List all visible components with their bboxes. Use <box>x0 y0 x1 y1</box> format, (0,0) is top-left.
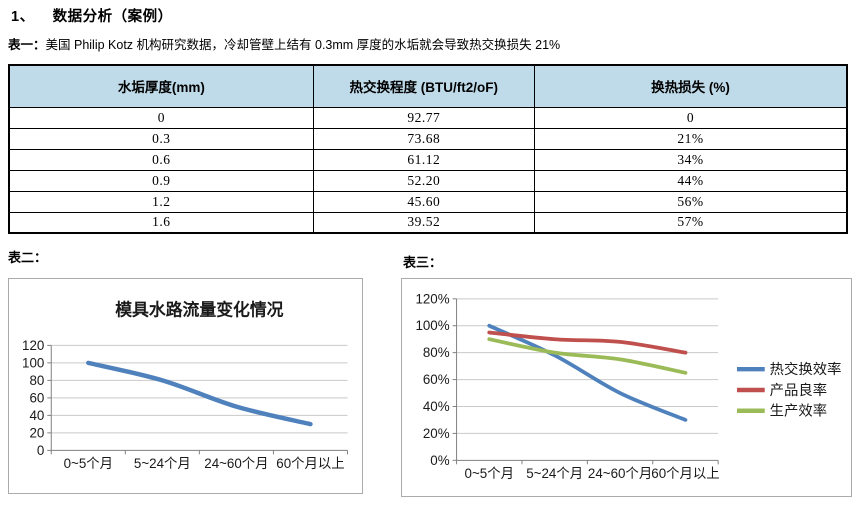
chart-title: 模具水路流量变化情况 <box>115 300 283 320</box>
x-tick-label: 24~60个月 <box>588 466 652 481</box>
scale-loss-table: 水垢厚度(mm) 热交换程度 (BTU/ft2/oF) 换热损失 (%) 0 92… <box>8 64 848 234</box>
y-tick-label: 120% <box>415 291 449 306</box>
y-tick-label: 20 <box>29 425 44 440</box>
table-row: 0 92.77 0 <box>8 106 848 129</box>
table-cell: 0 <box>533 106 848 129</box>
table-cell: 1.2 <box>8 190 314 213</box>
x-tick-label: 24~60个月 <box>204 456 268 471</box>
table1-caption-text: 美国 Philip Kotz 机构研究数据，冷却管壁上结有 0.3mm 厚度的水… <box>45 38 561 52</box>
chart2-label: 表二： <box>8 250 48 265</box>
table-cell: 44% <box>533 169 848 192</box>
table-cell: 57% <box>533 211 848 234</box>
series-line <box>86 360 313 427</box>
table-cell: 61.12 <box>312 148 535 171</box>
table-cell: 39.52 <box>312 211 535 234</box>
col-header-heat-loss: 换热损失 (%) <box>533 64 848 108</box>
table-cell: 0.6 <box>8 148 314 171</box>
y-tick-label: 100% <box>415 318 449 333</box>
col-header-thickness: 水垢厚度(mm) <box>8 64 314 108</box>
col-header-heat-exchange: 热交换程度 (BTU/ft2/oF) <box>312 64 535 108</box>
y-tick-label: 0 <box>37 443 44 458</box>
table-cell: 73.68 <box>312 127 535 150</box>
table-cell: 34% <box>533 148 848 171</box>
table1-caption: 表一：美国 Philip Kotz 机构研究数据，冷却管壁上结有 0.3mm 厚… <box>8 34 560 53</box>
series-line <box>487 337 688 375</box>
table-cell: 0.3 <box>8 127 314 150</box>
table-cell: 56% <box>533 190 848 213</box>
table1-label: 表一： <box>8 38 46 52</box>
table-cell: 21% <box>533 127 848 150</box>
x-tick-label: 60个月以上 <box>276 456 344 471</box>
y-tick-label: 80 <box>29 373 44 388</box>
efficiency-chart: 0% 20% 40% 60% 80% 100% 120% 0~5个月 5~24个月 24~60个月… <box>401 278 852 497</box>
table-row: 1.2 45.60 56% <box>8 190 848 213</box>
table-row: 0.3 73.68 21% <box>8 127 848 150</box>
table-header-row: 水垢厚度(mm) 热交换程度 (BTU/ft2/oF) 换热损失 (%) <box>8 64 848 108</box>
scale-table-body: 0 92.77 0 0.3 73.68 21% 0.6 61.12 34% 0.9 52.20 44%… <box>8 106 848 234</box>
table-cell: 1.6 <box>8 211 314 234</box>
x-tick-label: 0~5个月 <box>465 466 514 481</box>
x-tick-label: 0~5个月 <box>64 456 113 471</box>
table-row: 0.9 52.20 44% <box>8 169 848 192</box>
table-row: 0.6 61.12 34% <box>8 148 848 171</box>
chart3-label: 表三： <box>403 255 443 270</box>
legend-label: 生产效率 <box>770 403 827 420</box>
y-tick-label: 0% <box>430 453 449 468</box>
flow-change-chart-svg: 模具水路流量变化情况 0 20 40 60 80 100 120 0~5个月 5~24个月 24~6… <box>22 300 348 471</box>
flow-change-chart: 模具水路流量变化情况 0 20 40 60 80 100 120 0~5个月 5~24个月 24~6… <box>8 278 363 494</box>
y-tick-label: 80% <box>423 345 450 360</box>
table-cell: 0 <box>8 106 314 129</box>
y-tick-label: 100 <box>22 355 44 370</box>
table-cell: 52.20 <box>312 169 535 192</box>
table-cell: 92.77 <box>312 106 535 129</box>
x-tick-label: 60个月以上 <box>651 466 719 481</box>
y-tick-label: 60% <box>423 372 450 387</box>
x-tick-label: 5~24个月 <box>526 466 583 481</box>
series-line <box>487 323 688 422</box>
table-cell: 45.60 <box>312 190 535 213</box>
page-title: 1、 数据分析（案例） <box>11 5 173 26</box>
table-cell: 0.9 <box>8 169 314 192</box>
y-tick-label: 40 <box>29 408 44 423</box>
y-tick-label: 120 <box>22 338 44 353</box>
table-row: 1.6 39.52 57% <box>8 211 848 234</box>
efficiency-chart-svg: 0% 20% 40% 60% 80% 100% 120% 0~5个月 5~24个月 24~60个月… <box>415 291 842 481</box>
page-title-text: 数据分析（案例） <box>52 9 173 25</box>
series-line <box>487 330 688 355</box>
y-tick-label: 60 <box>29 390 44 405</box>
page-title-number: 1、 <box>11 9 35 25</box>
y-tick-label: 40% <box>423 399 450 414</box>
y-tick-label: 20% <box>423 426 450 441</box>
x-tick-label: 5~24个月 <box>134 456 191 471</box>
legend-label: 产品良率 <box>770 382 827 399</box>
legend-label: 热交换效率 <box>770 360 842 378</box>
